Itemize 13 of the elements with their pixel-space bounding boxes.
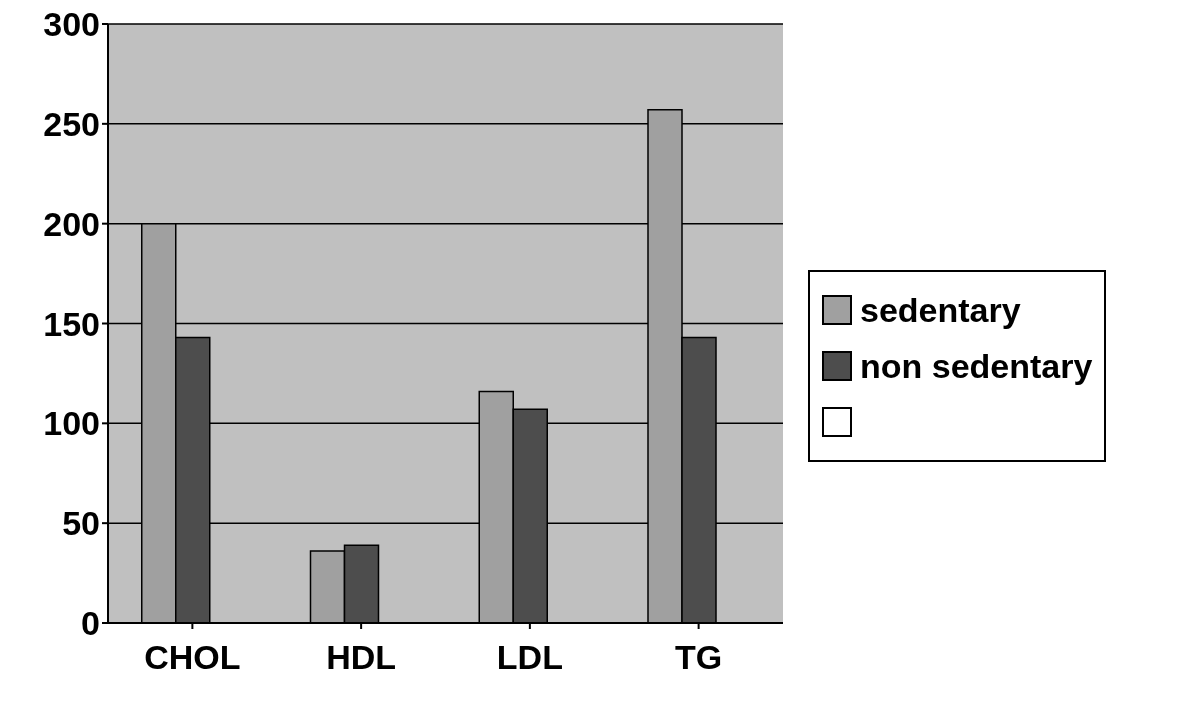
x-tick-label: HDL: [326, 638, 397, 677]
y-tick-label: 150: [43, 304, 100, 343]
y-tick-label: 0: [81, 604, 100, 643]
legend-label: non sedentary: [860, 346, 1093, 386]
y-tick-label: 50: [62, 504, 100, 543]
legend-label: sedentary: [860, 290, 1021, 330]
y-tick-label: 200: [43, 204, 100, 243]
y-tick-label: 300: [43, 5, 100, 44]
x-tick-label: TG: [675, 638, 723, 677]
x-tick-label: CHOL: [144, 638, 241, 677]
y-tick-label: 250: [43, 104, 100, 143]
y-tick-label: 100: [43, 404, 100, 443]
x-tick-label: LDL: [496, 638, 563, 677]
